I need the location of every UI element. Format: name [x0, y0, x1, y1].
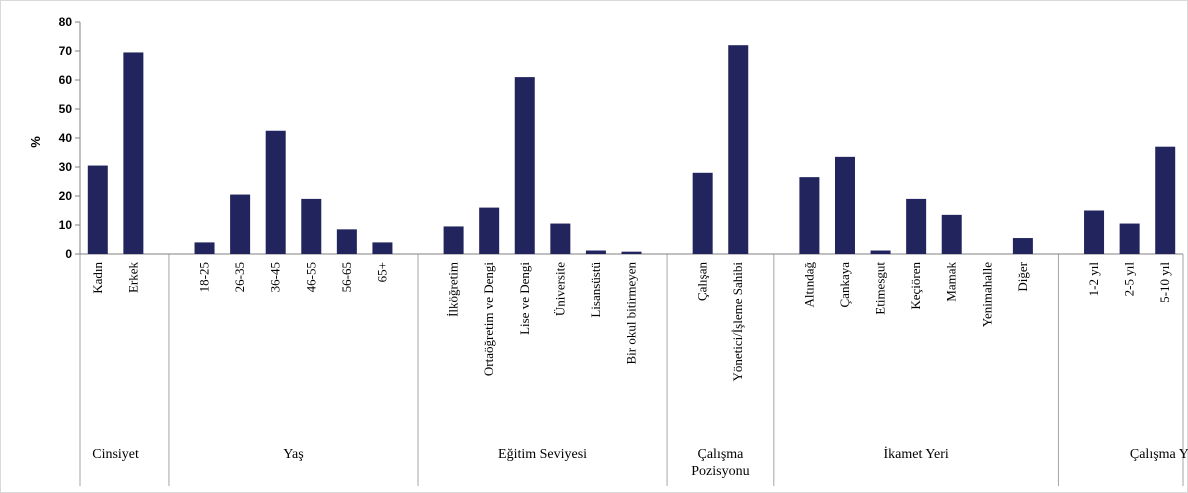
bar — [585, 250, 606, 254]
y-tick-label: 50 — [59, 102, 73, 116]
category-label: Etimesgut — [873, 262, 888, 315]
bar — [728, 45, 749, 255]
group-label: İkamet Yeri — [883, 446, 948, 462]
bar — [194, 242, 215, 254]
category-label: Üniversite — [552, 262, 567, 316]
category-label: 26-35 — [232, 262, 247, 292]
category-label: Çalışan — [695, 262, 710, 301]
bar — [514, 77, 535, 254]
bar — [1084, 210, 1105, 254]
y-tick-label: 30 — [59, 160, 73, 174]
bar — [301, 198, 322, 254]
category-label: 2-5 yıl — [1122, 262, 1137, 297]
category-label: Altındağ — [801, 262, 816, 308]
bar — [265, 130, 286, 254]
category-label: Lise ve Dengi — [517, 262, 532, 335]
y-tick-label: 20 — [59, 189, 73, 203]
bar — [799, 177, 820, 254]
category-label: Çankaya — [837, 262, 852, 308]
bar — [621, 251, 642, 254]
category-label: 5-10 yıl — [1157, 262, 1172, 303]
bar — [230, 194, 251, 254]
group-label: Pozisyonu — [691, 464, 749, 479]
bar — [941, 214, 962, 254]
y-tick-label: 10 — [59, 218, 73, 232]
bar — [372, 242, 393, 254]
y-tick-label: 80 — [59, 15, 73, 29]
y-tick-label: 0 — [65, 247, 72, 261]
category-label: Keçiören — [908, 262, 923, 310]
bar — [1119, 223, 1140, 254]
category-label: Diğer — [1015, 261, 1030, 291]
bar — [87, 165, 108, 254]
bar — [1155, 146, 1176, 254]
bar — [443, 226, 464, 254]
category-label: 18-25 — [197, 262, 212, 292]
category-label: 1-2 yıl — [1086, 262, 1101, 297]
category-label: Erkek — [125, 262, 140, 294]
bar — [123, 52, 144, 255]
bar — [550, 223, 571, 254]
bar — [1012, 238, 1033, 254]
category-label: 56-65 — [339, 262, 354, 292]
bar — [870, 250, 891, 254]
bar — [692, 172, 713, 254]
category-label: İlköğretim — [446, 262, 461, 317]
category-label: Bir okul bitirmeyen — [624, 262, 639, 365]
y-tick-label: 40 — [59, 131, 73, 145]
group-label: Çalışma Yılı — [1130, 447, 1188, 462]
bar — [834, 156, 855, 254]
y-tick-label: 70 — [59, 44, 73, 58]
bar — [336, 229, 357, 254]
y-tick-label: 60 — [59, 73, 73, 87]
category-label: 46-55 — [303, 262, 318, 292]
y-axis-title: % — [28, 136, 43, 148]
group-label: Cinsiyet — [92, 447, 139, 462]
category-label: Kadın — [90, 262, 105, 294]
category-label: Yenimahalle — [979, 262, 994, 327]
group-label: Çalışma — [698, 447, 745, 462]
bar — [906, 198, 927, 254]
group-label: Yaş — [283, 447, 303, 462]
category-label: 65+ — [374, 262, 389, 282]
bar — [479, 207, 500, 254]
group-label: Eğitim Seviyesi — [498, 447, 587, 462]
category-label: Lisansüstü — [588, 262, 603, 318]
category-label: Ortaöğretim ve Dengi — [481, 262, 496, 376]
category-label: 36-45 — [268, 262, 283, 292]
category-label: Yönetici/İşleme Sahibi — [730, 262, 745, 382]
category-label: Mamak — [944, 262, 959, 302]
